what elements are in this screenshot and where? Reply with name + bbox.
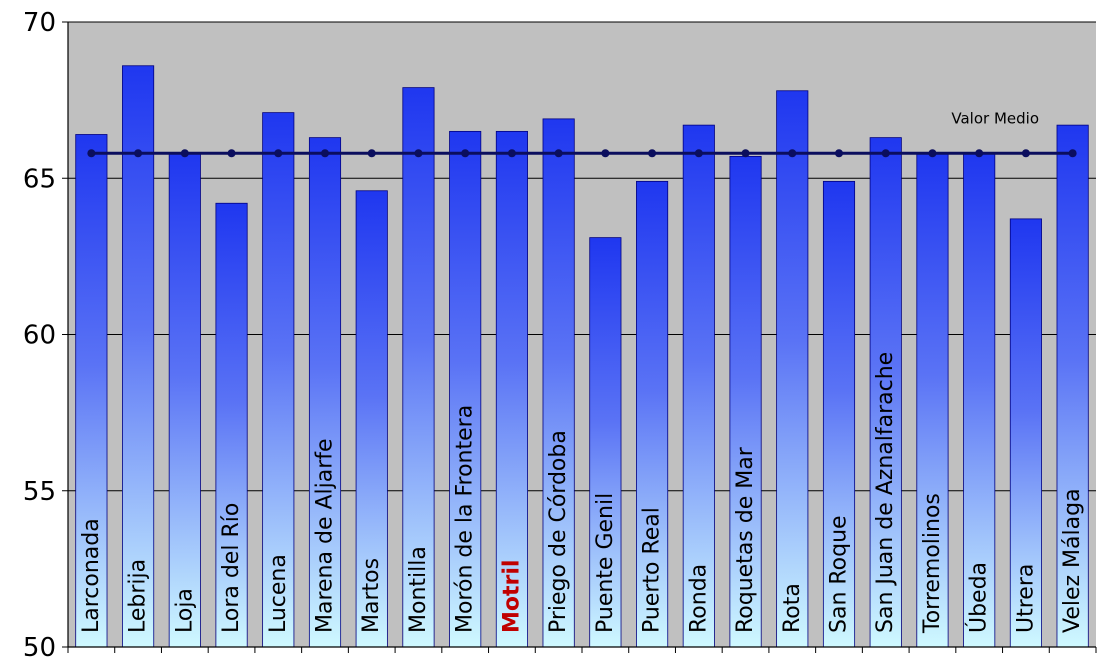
bar: [215, 202, 248, 648]
bar: [168, 152, 201, 648]
category-label: Lora del Río: [219, 503, 244, 633]
bar: [542, 118, 575, 648]
bar: [822, 180, 856, 648]
reference-line-label: Valor Medio: [951, 109, 1039, 127]
category-label: Puente Genil: [593, 493, 618, 633]
y-tick-label: 65: [23, 164, 56, 194]
reference-point: [1021, 149, 1030, 158]
axes: [67, 22, 1097, 653]
bars: Larconada Lebrija Loja Lora del Río Lucena Ma…: [75, 65, 1089, 648]
bar: [75, 134, 108, 648]
category-label: Roquetas de Mar: [733, 446, 758, 633]
bar: [682, 124, 715, 648]
bar: [262, 112, 295, 648]
bar: [776, 90, 809, 648]
y-tick-label: 60: [23, 321, 56, 351]
category-label: Motril: [499, 560, 524, 633]
category-label: San Roque: [827, 515, 852, 633]
bar: [122, 65, 155, 648]
reference-point: [1068, 149, 1077, 158]
reference-point: [134, 149, 143, 158]
reference-point: [180, 149, 189, 158]
category-label: Morón de la Frontera: [453, 405, 478, 633]
category-label: Lucena: [266, 554, 291, 633]
reference-point: [554, 149, 563, 158]
reference-point: [227, 149, 236, 158]
reference-point: [975, 149, 984, 158]
category-label: San Juan de Aznalfarache: [873, 352, 898, 633]
bar: [963, 152, 996, 648]
bar: [589, 237, 622, 648]
category-label: Puerto Real: [640, 507, 665, 633]
reference-line-group: Valor Medio: [87, 109, 1077, 158]
reference-point: [648, 149, 657, 158]
reference-point: [788, 149, 797, 158]
reference-point: [741, 149, 750, 158]
y-tick-label: 70: [23, 8, 56, 38]
reference-point: [881, 149, 890, 158]
category-label: Martos: [359, 558, 384, 633]
y-tick-label: 55: [23, 477, 56, 507]
category-label: Priego de Córdoba: [546, 430, 571, 633]
category-label: Velez Málaga: [1060, 488, 1085, 633]
bar: [402, 87, 435, 648]
y-tick-label: 50: [23, 633, 56, 657]
reference-point: [367, 149, 376, 158]
category-label: Utrera: [1013, 564, 1038, 633]
category-label: Úbeda: [966, 562, 992, 633]
category-label: Montilla: [406, 546, 431, 633]
bar: [495, 130, 528, 648]
bar: [449, 130, 482, 648]
category-label: Marena de Aljarfe: [313, 438, 338, 633]
category-label: Rota: [780, 583, 805, 633]
y-axis: 50 55 60 65 70: [23, 8, 68, 662]
bar: [729, 155, 762, 648]
reference-point: [87, 149, 96, 158]
bar: [1009, 218, 1042, 648]
bar: [636, 180, 669, 648]
bar: [308, 137, 342, 648]
reference-point: [601, 149, 610, 158]
reference-point: [507, 149, 516, 158]
category-label: Lebrija: [126, 559, 151, 633]
category-label: Larconada: [79, 518, 104, 633]
category-label: Ronda: [686, 564, 711, 633]
reference-point: [321, 149, 329, 158]
category-label: Torremolinos: [920, 493, 945, 634]
reference-point: [928, 149, 937, 158]
reference-point: [461, 149, 470, 158]
reference-point: [835, 149, 843, 158]
category-label: Loja: [172, 588, 197, 633]
bar: [1056, 124, 1089, 648]
reference-point: [414, 149, 423, 158]
reference-point: [274, 149, 283, 158]
reference-point: [694, 149, 703, 158]
